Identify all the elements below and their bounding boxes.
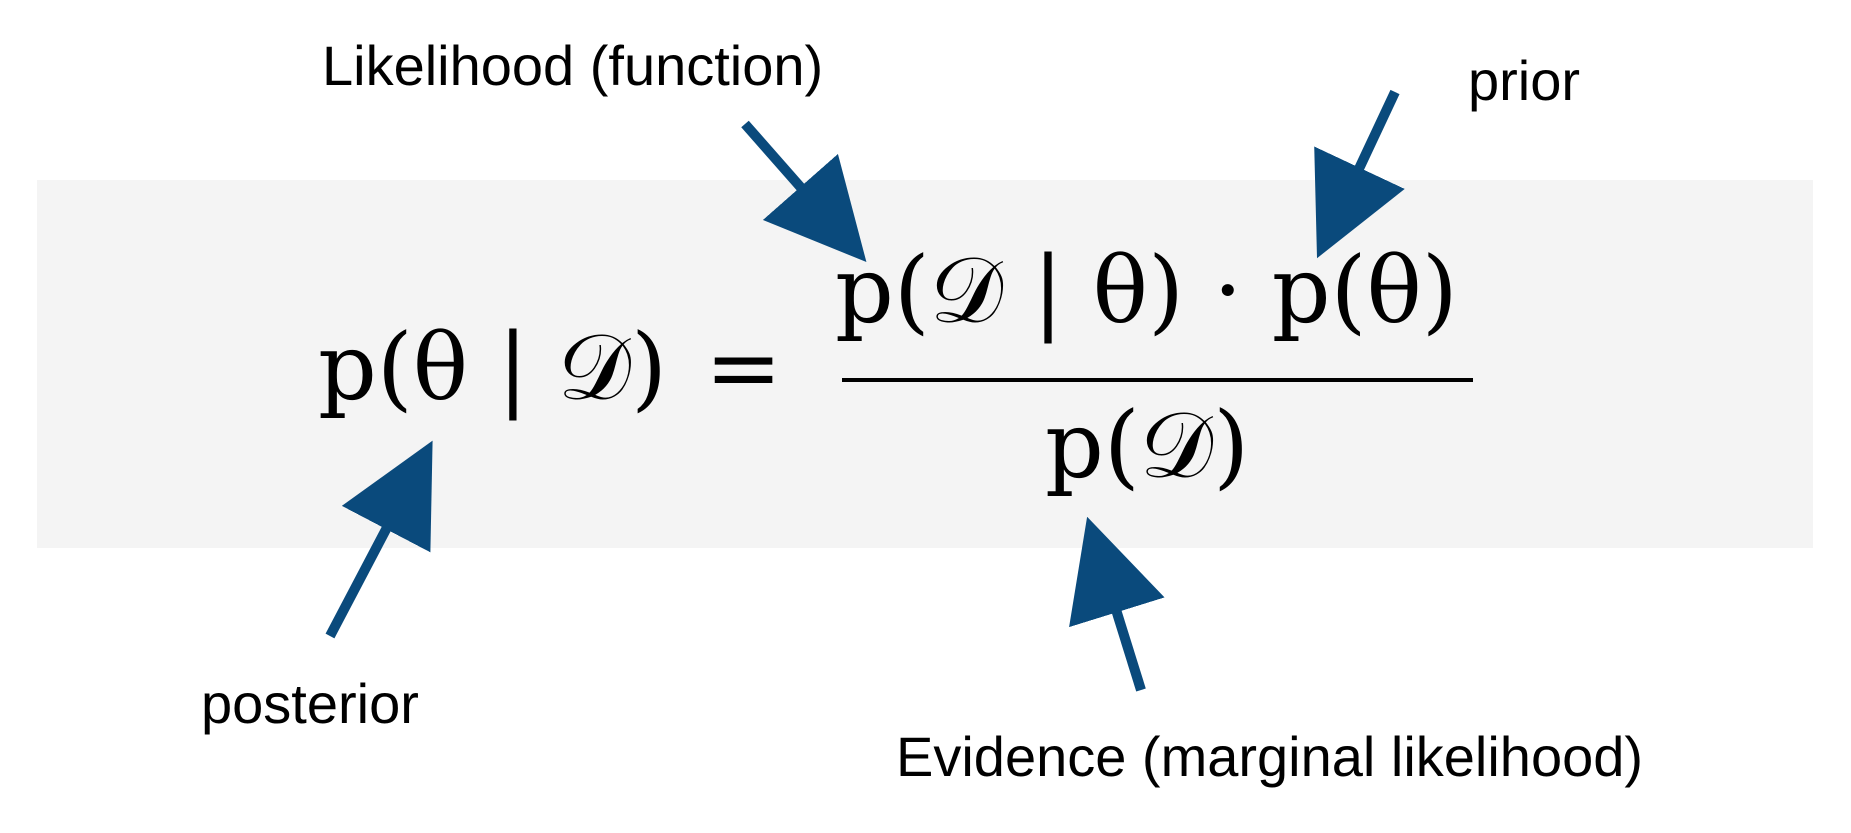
prior-arrow <box>1314 89 1405 259</box>
likelihood-label: Likelihood (function) <box>322 34 824 97</box>
equals-sign: = <box>705 314 783 421</box>
equation-panel <box>37 180 1813 548</box>
evidence-label: Evidence (marginal likelihood) <box>896 725 1644 788</box>
posterior-label: posterior <box>201 672 419 735</box>
equation-lhs: p(θ | 𝒟) <box>318 314 667 421</box>
prior-label: prior <box>1468 49 1581 112</box>
equation-denominator: p(𝒟) <box>1045 392 1250 499</box>
likelihood-arrow <box>741 120 867 263</box>
posterior-arrow <box>325 440 433 639</box>
evidence-arrow <box>1069 516 1165 692</box>
equation-numerator: p(𝒟 | θ) · p(θ) <box>835 237 1458 344</box>
